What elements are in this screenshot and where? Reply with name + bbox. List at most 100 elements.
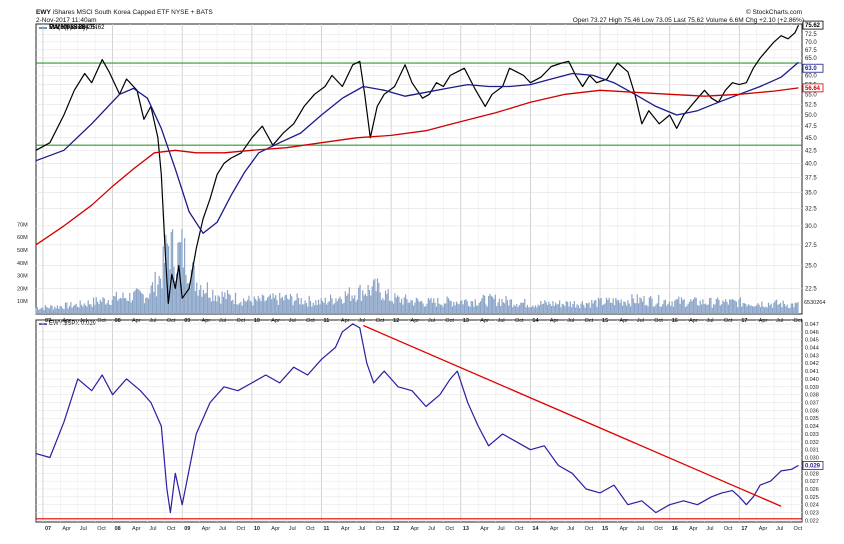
volume-bar [51, 305, 53, 314]
volume-bar [783, 304, 786, 314]
volume-bar [500, 305, 502, 314]
ratio-y-tick-label: 0.037 [805, 401, 819, 407]
volume-bar [414, 302, 416, 314]
volume-bar [540, 300, 542, 314]
volume-bar [498, 298, 500, 314]
volume-bar [722, 300, 724, 314]
x-tick-label: Oct [654, 318, 663, 324]
volume-bar [285, 294, 288, 314]
volume-bar [111, 299, 113, 314]
volume-bar [513, 304, 515, 314]
volume-bar [299, 304, 301, 314]
price-y-tick-label: 37.5 [805, 175, 817, 181]
volume-bar [516, 304, 518, 314]
volume-right-label: 6530264 [804, 300, 825, 306]
volume-bar [763, 307, 766, 314]
volume-bar [217, 295, 219, 314]
volume-bar [731, 299, 733, 314]
x-tick-label: 15 [602, 526, 608, 532]
volume-bar [79, 300, 81, 314]
volume-bar [174, 281, 176, 314]
volume-bar [477, 305, 479, 314]
volume-bar [226, 290, 229, 314]
volume-bar [62, 308, 64, 314]
volume-bar [358, 287, 360, 314]
x-tick-label: Apr [480, 526, 489, 532]
volume-bar [304, 300, 306, 314]
volume-bar [595, 299, 597, 314]
price-y-tick-label: 47.5 [805, 124, 817, 130]
x-tick-label: Jul [289, 526, 296, 532]
volume-bar [229, 295, 231, 314]
volume-bar [647, 306, 649, 314]
volume-bar [560, 307, 562, 314]
volume-bar [453, 301, 455, 314]
volume-bar [208, 297, 210, 314]
volume-bar [288, 299, 290, 314]
volume-bar [63, 309, 65, 314]
volume-bar [78, 307, 80, 314]
volume-bar [505, 295, 507, 314]
volume-bar [356, 299, 358, 314]
volume-bar [430, 297, 432, 314]
volume-bar [502, 302, 504, 314]
volume-bar [775, 299, 778, 314]
ratio-y-tick-label: 0.041 [805, 369, 819, 375]
volume-bar [517, 307, 519, 314]
volume-bar [234, 292, 237, 314]
volume-bar [370, 295, 372, 314]
volume-bar [209, 297, 211, 314]
x-tick-label: 07 [45, 526, 51, 532]
volume-bar [311, 306, 313, 314]
price-y-tick-label: 72.5 [805, 32, 817, 38]
volume-bar [721, 304, 723, 314]
volume-bar [71, 307, 73, 314]
volume-bar [289, 293, 292, 314]
volume-bar [271, 299, 273, 314]
volume-bar [509, 299, 511, 314]
volume-bar [137, 288, 139, 314]
volume-bar [308, 295, 310, 314]
volume-bar [446, 296, 448, 314]
volume-bar [713, 304, 715, 314]
volume-bar [312, 302, 314, 314]
price-y-tick-label: 60.0 [805, 73, 817, 79]
volume-bar [237, 304, 239, 314]
x-tick-label: 07 [45, 318, 51, 324]
volume-bar [442, 306, 444, 314]
volume-bar [256, 300, 258, 314]
volume-bar [678, 296, 680, 314]
volume-bar [400, 298, 403, 314]
x-tick-label: 09 [184, 526, 190, 532]
volume-bar [591, 299, 593, 314]
volume-bar [664, 299, 667, 314]
volume-bar [757, 303, 759, 314]
volume-bar [194, 290, 196, 314]
volume-bar [72, 305, 75, 314]
volume-bar [204, 293, 206, 314]
volume-bar [765, 306, 767, 314]
volume-bar [153, 291, 155, 314]
x-tick-label: Oct [724, 318, 733, 324]
ratio-y-tick-label: 0.036 [805, 408, 819, 414]
volume-bar [210, 301, 213, 314]
volume-bar [117, 300, 119, 314]
x-tick-label: Oct [585, 526, 594, 532]
volume-bar [415, 297, 417, 314]
x-tick-label: Apr [202, 318, 211, 324]
volume-bar [106, 303, 108, 314]
volume-bar [541, 304, 543, 314]
volume-bar [437, 297, 439, 314]
volume-bar [264, 301, 266, 314]
volume-bar [450, 301, 452, 314]
volume-bar [165, 234, 167, 314]
volume-bar [518, 305, 521, 314]
volume-bar [321, 301, 324, 314]
volume-bar [593, 300, 596, 314]
volume-bar [145, 297, 147, 314]
x-tick-label: 08 [115, 526, 121, 532]
volume-y-tick-label: 60M [17, 235, 28, 241]
volume-bar [394, 293, 396, 314]
volume-bar [406, 299, 408, 314]
price-y-tick-label: 70.0 [805, 40, 817, 46]
